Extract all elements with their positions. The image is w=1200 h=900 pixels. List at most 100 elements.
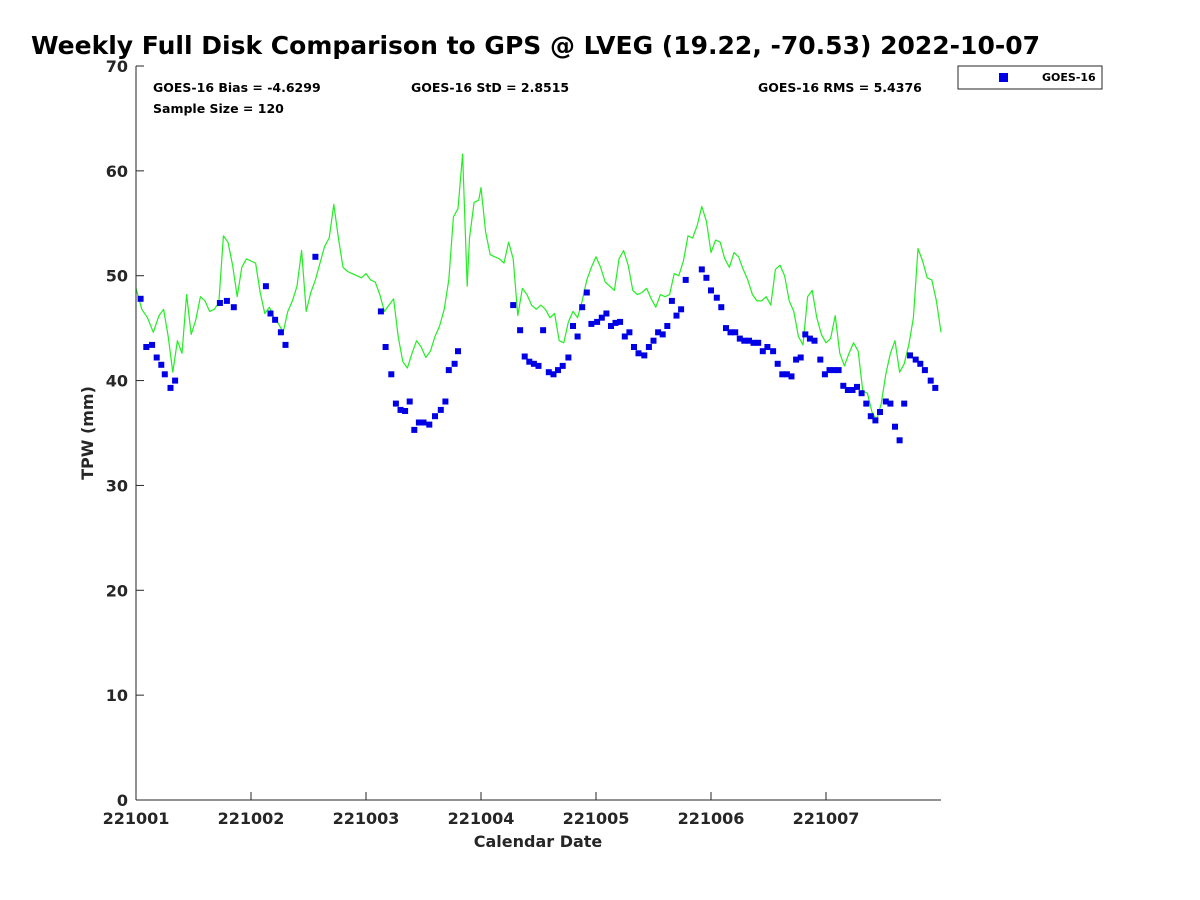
goes-point (755, 339, 762, 346)
goes-point (382, 344, 389, 350)
goes-point (598, 314, 605, 321)
goes-point (854, 383, 860, 390)
y-tick-label: 50 (106, 267, 128, 286)
y-tick-label: 10 (106, 686, 128, 705)
goes-point (844, 387, 851, 393)
goes-point (779, 371, 786, 378)
y-tick-label: 70 (106, 57, 128, 76)
goes-point (892, 423, 898, 430)
goes-point (770, 348, 777, 355)
goes-point (858, 390, 865, 397)
plot-frame (136, 66, 941, 800)
goes-point (411, 426, 418, 433)
goes-point (517, 327, 524, 334)
goes-point (631, 344, 637, 350)
goes-point (723, 325, 729, 332)
goes-point (764, 344, 771, 350)
goes-point (397, 406, 404, 413)
chart-title: Weekly Full Disk Comparison to GPS @ LVE… (31, 31, 1040, 60)
y-axis: 0 10 20 30 40 50 60 70 (106, 57, 144, 810)
y-axis-label: TPW (mm) (78, 386, 97, 480)
goes-point (583, 289, 590, 296)
goes-point (143, 344, 150, 350)
goes-point (682, 276, 689, 283)
goes-point (579, 304, 586, 311)
goes-point (635, 350, 642, 357)
goes-point (565, 354, 572, 361)
goes-point (426, 421, 433, 428)
goes-point (262, 283, 269, 290)
goes-point (172, 377, 179, 384)
goes-point (727, 329, 734, 336)
x-tick-label: 221001 (103, 809, 170, 828)
goes-point (626, 329, 633, 336)
goes-point (272, 316, 279, 323)
gps-series-line (135, 153, 942, 421)
goes-series (137, 253, 939, 444)
goes-point (621, 333, 628, 340)
goes-point (887, 400, 894, 407)
goes-point (158, 361, 165, 368)
goes-point (650, 337, 657, 344)
goes-point (574, 333, 581, 340)
goes-point (826, 367, 833, 374)
goes-point (545, 369, 552, 376)
goes-point (867, 413, 874, 420)
legend-marker-goes-16 (999, 73, 1008, 82)
goes-point (442, 398, 449, 405)
goes-point (802, 331, 809, 338)
goes-point (277, 329, 284, 336)
goes-point (835, 367, 842, 374)
x-tick-label: 221002 (218, 809, 285, 828)
std-stat: GOES-16 StD = 2.8515 (411, 80, 569, 95)
x-axis: 221001 221002 221003 221004 221005 221006 2210… (103, 792, 941, 828)
goes-point (668, 297, 675, 304)
goes-point (927, 377, 934, 384)
goes-point (555, 367, 561, 374)
goes-point (655, 329, 662, 336)
goes-point (406, 398, 413, 405)
legend-box (957, 65, 1103, 90)
y-tick-label: 0 (117, 791, 128, 810)
goes-point (617, 318, 624, 325)
goes-point (223, 297, 230, 304)
goes-point (420, 419, 427, 426)
goes-point (455, 348, 461, 355)
goes-point (907, 352, 913, 359)
goes-point (718, 304, 725, 311)
goes-point (521, 353, 528, 360)
x-axis-label: Calendar Date (474, 832, 603, 851)
goes-point (797, 354, 804, 361)
goes-point (708, 287, 714, 294)
x-tick-label: 221006 (678, 809, 745, 828)
goes-point (608, 323, 614, 329)
goes-point (402, 408, 409, 414)
goes-point (167, 384, 174, 391)
goes-point (540, 327, 547, 334)
goes-point (912, 356, 919, 363)
goes-point (550, 371, 557, 378)
x-tick-label: 221004 (448, 809, 515, 828)
bias-stat: GOES-16 Bias = -4.6299 (153, 80, 321, 95)
goes-point (732, 329, 739, 336)
goes-point (388, 371, 395, 378)
goes-point (612, 319, 619, 326)
goes-point (392, 400, 399, 407)
goes-point (664, 323, 671, 329)
goes-point (673, 312, 680, 319)
goes-point (415, 419, 422, 426)
goes-point (510, 302, 517, 309)
y-tick-label: 60 (106, 162, 128, 181)
y-tick-label: 40 (106, 372, 128, 391)
goes-point (603, 310, 610, 317)
goes-point (831, 367, 838, 374)
goes-point (793, 356, 800, 363)
goes-point (840, 382, 847, 389)
x-tick-label: 221003 (333, 809, 400, 828)
goes-point (559, 362, 566, 369)
goes-point (759, 348, 766, 355)
goes-point (932, 384, 939, 391)
goes-point (746, 337, 752, 344)
goes-point (863, 400, 870, 407)
